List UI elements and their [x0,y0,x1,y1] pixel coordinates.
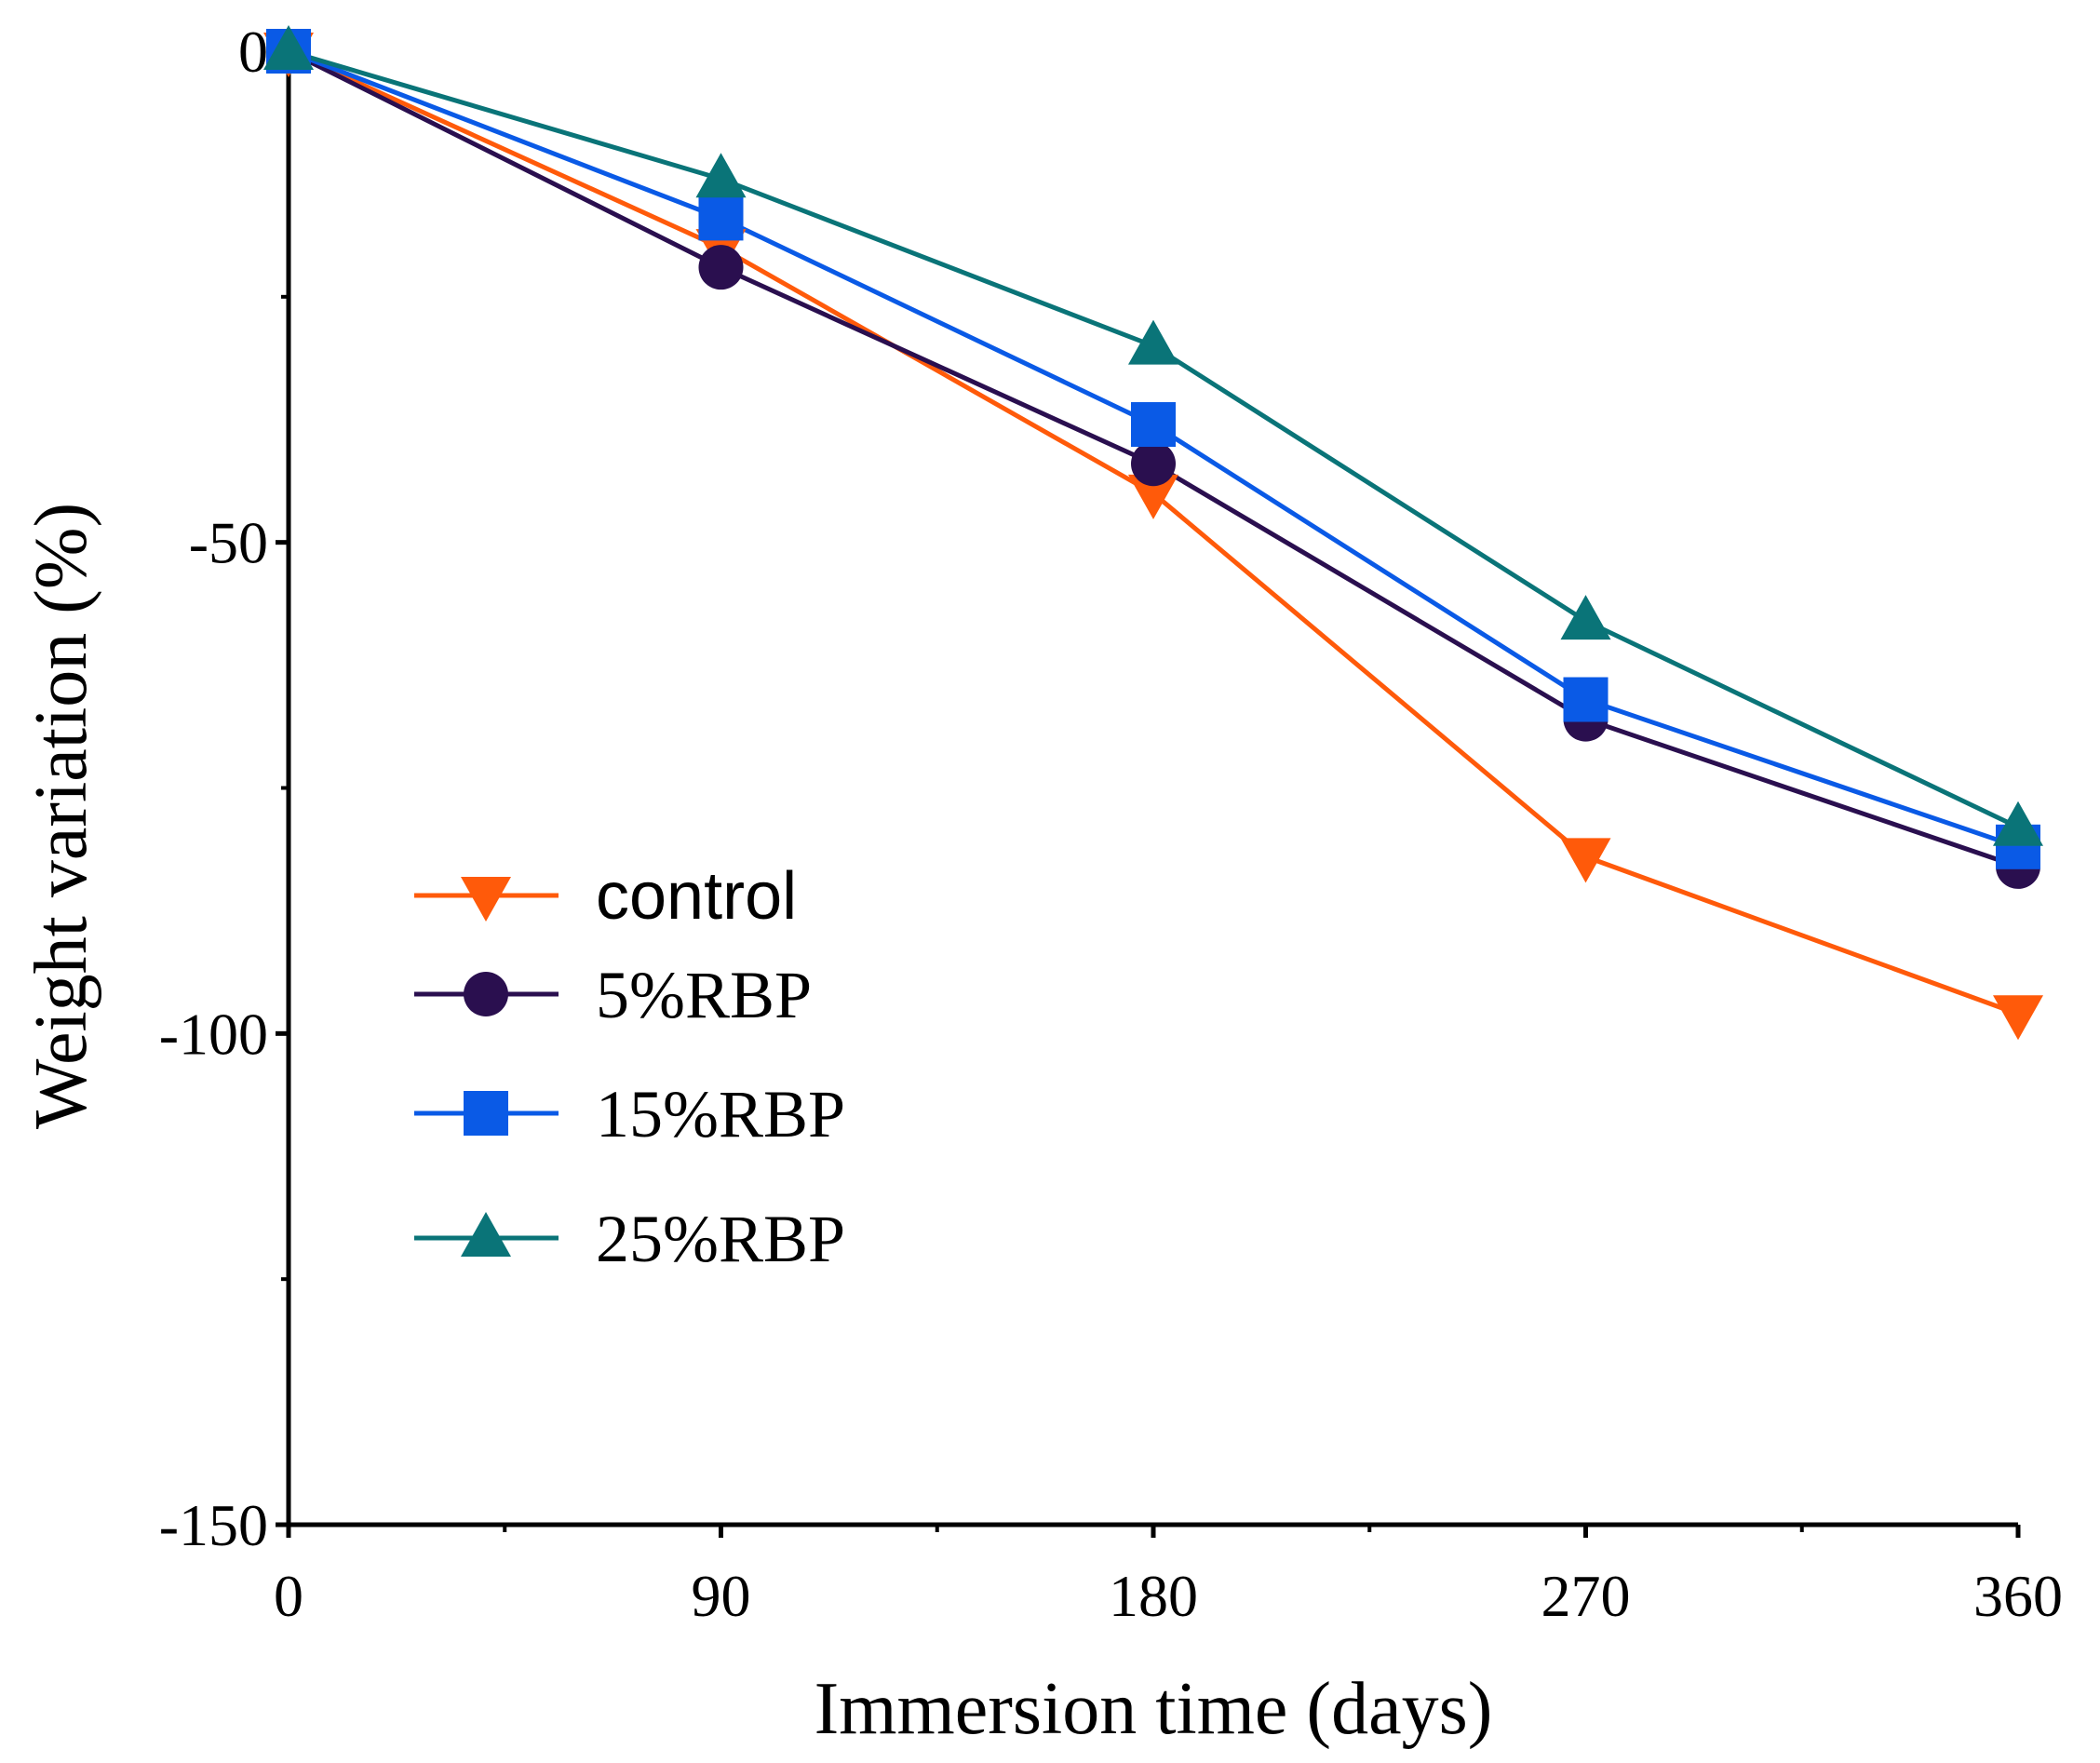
y-tick-label: 0 [238,19,268,85]
legend: control 5%RBP 15%RBP 25%RBP [414,859,845,1276]
legend-label-15pct-rbp: 15%RBP [596,1077,845,1151]
legend-marker-25pct-rbp [461,1212,511,1257]
y-tick-label: -150 [159,1492,268,1558]
x-tick-label: 360 [1973,1563,2063,1629]
x-tick-label: 90 [692,1563,751,1629]
data-point-control [1993,995,2043,1041]
y-tick-label: -50 [189,510,268,576]
x-axis-title: Immersion time (days) [814,1668,1493,1750]
data-point-25pct-rbp [1560,595,1611,640]
data-point-5pct-rbp [698,245,744,290]
legend-label-5pct-rbp: 5%RBP [596,958,812,1032]
data-point-25pct-rbp [1993,801,2043,846]
x-tick-label: 270 [1541,1563,1631,1629]
data-point-25pct-rbp [263,25,314,70]
data-point-control [1560,838,1611,883]
axes: 0 90 180 270 360 0 -50 -100 -150 [159,19,2063,1629]
data-point-15pct-rbp [1563,677,1609,722]
y-tick-label: -100 [159,1001,268,1067]
y-axis-title: Weight variation (%) [20,503,102,1129]
x-tick-label: 0 [274,1563,303,1629]
data-point-15pct-rbp [1131,402,1176,448]
data-point-25pct-rbp [1128,319,1178,365]
legend-marker-5pct-rbp [464,972,508,1016]
legend-marker-control [461,877,511,922]
data-point-control [1128,474,1178,519]
data-point-25pct-rbp [695,153,747,198]
legend-label-25pct-rbp: 25%RBP [596,1202,845,1276]
data-point-15pct-rbp [698,195,744,241]
series-lines [287,48,2020,1016]
legend-marker-15pct-rbp [464,1091,508,1136]
legend-label-control: control [596,859,797,934]
x-tick-label: 180 [1109,1563,1198,1629]
series-line-control [287,48,2019,1016]
data-point-5pct-rbp [1131,441,1176,487]
series-markers [263,25,2043,1041]
